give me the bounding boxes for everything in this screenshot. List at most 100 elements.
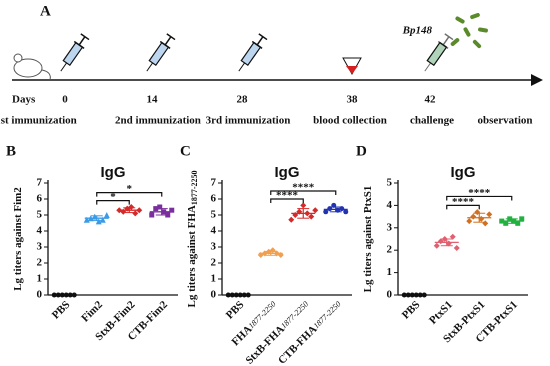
data-point bbox=[343, 209, 349, 215]
significance-label: **** bbox=[468, 187, 491, 199]
event-label: 1st immunization bbox=[0, 115, 77, 127]
chart-title: IgG bbox=[451, 164, 476, 181]
day-label: 28 bbox=[237, 94, 249, 106]
x-tick-label-text: PBS bbox=[49, 298, 72, 321]
y-tick-label: 0 bbox=[387, 289, 393, 301]
significance-bracket bbox=[446, 204, 480, 210]
significance-bracket bbox=[270, 190, 337, 195]
y-tick-label: 6 bbox=[37, 193, 43, 205]
y-tick-label: 7 bbox=[211, 177, 217, 189]
significance-bracket bbox=[270, 198, 304, 203]
x-tick-label-text: Fim2 bbox=[79, 298, 105, 324]
data-point bbox=[300, 202, 307, 209]
data-point bbox=[149, 212, 155, 218]
panel-label: C bbox=[180, 143, 191, 159]
y-tick-label: 0 bbox=[211, 289, 217, 301]
data-point bbox=[132, 210, 139, 217]
syringe-icon bbox=[141, 32, 177, 76]
y-tick-label: 1 bbox=[211, 273, 217, 285]
data-point bbox=[323, 209, 329, 215]
timeline-label: Days bbox=[12, 94, 36, 106]
x-tick-label: Fim2 bbox=[79, 298, 105, 324]
significance-bracket bbox=[96, 192, 163, 197]
significance-label: **** bbox=[452, 196, 475, 208]
blood-tube bbox=[342, 57, 362, 76]
y-tick-label: 2 bbox=[37, 257, 43, 269]
data-point bbox=[449, 233, 456, 240]
x-tick-label: PBS bbox=[49, 298, 72, 321]
significance-label: * bbox=[110, 191, 116, 203]
y-tick-label: 3 bbox=[37, 241, 43, 253]
data-point bbox=[433, 242, 440, 249]
data-point bbox=[99, 216, 106, 223]
day-label: 0 bbox=[62, 94, 68, 106]
data-point bbox=[470, 213, 477, 220]
bacteria-icon bbox=[450, 12, 488, 49]
data-point bbox=[519, 216, 525, 222]
panel-label: D bbox=[356, 143, 367, 159]
data-point bbox=[83, 216, 90, 223]
event-label: observation bbox=[478, 115, 533, 127]
y-tick-label: 3 bbox=[211, 241, 217, 253]
significance-label: **** bbox=[276, 190, 299, 202]
y-tick-label: 7 bbox=[37, 177, 43, 189]
data-point bbox=[482, 220, 489, 227]
y-tick-label: 2 bbox=[211, 257, 217, 269]
y-tick-label: 1 bbox=[37, 273, 43, 285]
y-axis-label: Lg titers against FHA1877-2250 bbox=[186, 170, 199, 307]
x-tick-label: PBS bbox=[223, 298, 246, 321]
x-tick-label-text: PBS bbox=[399, 298, 422, 321]
significance-bracket bbox=[446, 195, 513, 201]
syringe-icon bbox=[233, 32, 269, 76]
x-tick-label-text: PBS bbox=[223, 298, 246, 321]
event-label: challenge bbox=[410, 115, 454, 127]
x-tick-label-sub: 1877-2250 bbox=[312, 299, 343, 330]
data-point bbox=[486, 211, 493, 218]
y-axis-label-text: Lg titers against FHA bbox=[186, 205, 198, 307]
panel-label: A bbox=[40, 3, 51, 19]
significance-label: **** bbox=[292, 182, 315, 194]
data-point bbox=[453, 244, 460, 251]
y-tick-label: 4 bbox=[387, 199, 393, 211]
panel-label: B bbox=[6, 143, 16, 159]
data-point bbox=[308, 213, 315, 220]
y-tick-label: 5 bbox=[387, 177, 393, 189]
y-tick-label: 5 bbox=[211, 209, 217, 221]
y-axis-label: Lg titers against Fim2 bbox=[12, 187, 24, 291]
day-label: 38 bbox=[347, 94, 359, 106]
event-label: blood collection bbox=[313, 115, 387, 127]
data-point bbox=[312, 207, 319, 214]
chart-title: IgG bbox=[275, 164, 300, 181]
y-tick-label: 3 bbox=[387, 221, 393, 233]
day-label: 14 bbox=[147, 94, 159, 106]
mouse-icon bbox=[13, 53, 51, 81]
y-tick-label: 5 bbox=[37, 209, 43, 221]
data-point bbox=[95, 218, 102, 225]
day-label: 42 bbox=[425, 94, 437, 106]
y-axis-label-text: Lg titers against Fim2 bbox=[12, 187, 24, 291]
x-tick-label-text: PtxS1 bbox=[427, 298, 455, 326]
organism-label: Bp148 bbox=[402, 25, 433, 37]
significance-label: * bbox=[127, 183, 133, 195]
y-tick-label: 6 bbox=[211, 193, 217, 205]
x-tick-label-sub: 1877-2250 bbox=[279, 299, 310, 330]
event-label: 2nd immunization bbox=[115, 115, 201, 127]
significance-bracket bbox=[96, 200, 130, 205]
chart-title: IgG bbox=[101, 164, 126, 181]
event-label: 3rd immunization bbox=[206, 115, 291, 127]
y-tick-label: 2 bbox=[387, 244, 393, 256]
y-tick-label: 1 bbox=[387, 266, 393, 278]
y-axis-label-text: Lg titers against PtxS1 bbox=[362, 186, 374, 293]
y-tick-label: 0 bbox=[37, 289, 43, 301]
x-tick-label: PBS bbox=[399, 298, 422, 321]
data-point bbox=[466, 218, 473, 225]
data-point bbox=[103, 212, 110, 218]
syringe-icon bbox=[419, 32, 455, 76]
y-axis-label: Lg titers against PtxS1 bbox=[362, 186, 374, 293]
y-tick-label: 4 bbox=[37, 225, 43, 237]
syringe-icon bbox=[55, 32, 91, 76]
x-tick-label: PtxS1 bbox=[427, 298, 455, 326]
data-point bbox=[288, 216, 295, 223]
